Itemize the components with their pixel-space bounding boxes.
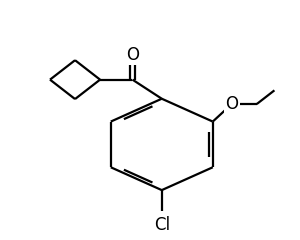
Text: Cl: Cl — [154, 216, 170, 234]
Text: O: O — [126, 46, 139, 64]
Text: O: O — [225, 95, 238, 113]
